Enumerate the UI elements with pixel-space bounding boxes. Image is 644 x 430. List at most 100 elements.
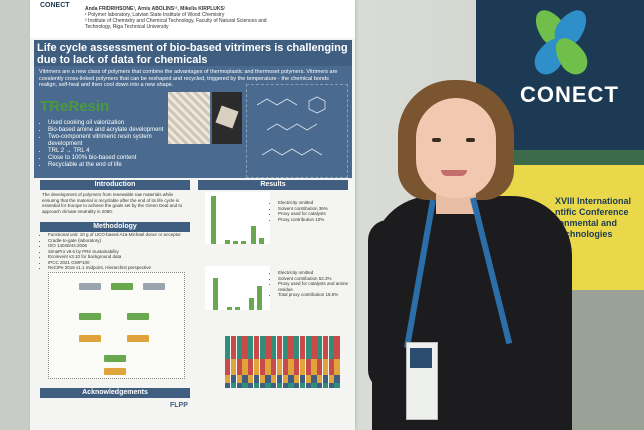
methodology-item: ISO 14040/44:2006: [48, 243, 194, 249]
badge-header: [410, 348, 432, 368]
acknowledgements-logo: FLPP: [170, 402, 188, 409]
heatmap-cell: [317, 375, 323, 383]
sample-photo: [168, 92, 210, 144]
heatmap-cell: [328, 336, 334, 360]
results-notes-1: Electricity omitted Solvent contribution…: [272, 200, 354, 222]
heatmap-cell: [225, 375, 231, 383]
poster-title: Life cycle assessment of bio-based vitri…: [34, 40, 352, 66]
heatmap-cell: [282, 375, 288, 383]
heatmap-cell: [253, 382, 259, 388]
heatmap-cell: [282, 382, 288, 388]
heatmap-cell: [242, 382, 248, 388]
heatmap-cell: [299, 359, 305, 375]
person-eye: [466, 138, 475, 142]
poster-header: [30, 0, 355, 38]
methodology-item: ReCiPe 2016 v1.1 midpoint, Hierarchist p…: [48, 265, 194, 271]
heatmap-cell: [265, 359, 271, 375]
heatmap-cell: [311, 382, 317, 388]
heatmap-cell: [265, 375, 271, 383]
flow-box: [79, 313, 101, 320]
acknowledgements-header: Acknowledgements: [40, 388, 190, 398]
heatmap-cell: [322, 336, 328, 360]
person-eye: [432, 138, 441, 142]
affiliation-1: ¹ Polymer laboratory, Latvian State Inst…: [85, 12, 225, 18]
heatmap-cell: [334, 375, 340, 383]
chart-bar: [257, 286, 262, 310]
affiliation-2: ² Institute of Chemistry and Chemical Te…: [85, 18, 267, 30]
chart-bar: [251, 226, 256, 244]
heatmap-cell: [259, 375, 265, 383]
heatmap-cell: [288, 336, 294, 360]
heatmap-cell: [328, 375, 334, 383]
heatmap-cell: [282, 359, 288, 375]
heatmap-cell: [299, 336, 305, 360]
flow-box: [127, 313, 149, 320]
methodology-item: Ecoinvent v3.10 for background data: [48, 254, 194, 260]
results-note: Total proxy contribution 18.5%: [278, 292, 354, 298]
heatmap-cell: [265, 336, 271, 360]
heatmap-cell: [322, 382, 328, 388]
heatmap-cell: [288, 382, 294, 388]
heatmap-cell: [248, 375, 254, 383]
heatmap-cell: [299, 375, 305, 383]
results-note: Electricity omitted: [278, 270, 354, 276]
person-face: [416, 98, 496, 198]
flow-box: [127, 335, 149, 342]
poster-logo: CONECT: [40, 2, 70, 9]
heatmap-cell: [276, 382, 282, 388]
heatmap-cell: [236, 382, 242, 388]
results-heatmap: [225, 336, 340, 388]
chart-bar: [227, 307, 232, 310]
poster-board-edge: [0, 0, 30, 430]
heatmap-cell: [317, 359, 323, 375]
heatmap-cell: [305, 375, 311, 383]
bullet-item: TRL 2 → TRL 4: [48, 148, 178, 155]
heatmap-cell: [253, 359, 259, 375]
introduction-text: The development of polymers from renewab…: [42, 192, 183, 214]
heatmap-cell: [259, 359, 265, 375]
conference-name: XVIII International ntific Conference ro…: [555, 196, 644, 240]
results-note: Proxy used for catalysts and amine resid…: [278, 281, 354, 292]
heatmap-cell: [317, 382, 323, 388]
methodology-item: IPCC 2021 GWP100: [48, 260, 194, 266]
heatmap-cell: [242, 336, 248, 360]
heatmap-cell: [276, 359, 282, 375]
results-note: Electricity omitted: [278, 200, 354, 206]
flow-box: [79, 283, 101, 290]
heatmap-cell: [322, 375, 328, 383]
results-chart-1: [205, 192, 270, 244]
introduction-header: Introduction: [40, 180, 190, 190]
heatmap-cell: [294, 336, 300, 360]
heatmap-cell: [276, 336, 282, 360]
heatmap-cell: [230, 375, 236, 383]
heatmap-cell: [253, 375, 259, 383]
chart-bar: [235, 307, 240, 310]
results-note: Proxy used for catalysts: [278, 211, 354, 217]
chemical-structures: [246, 84, 348, 178]
heatmap-cell: [334, 382, 340, 388]
conference-line: XVIII International: [555, 196, 632, 206]
chart-bar: [225, 240, 230, 244]
heatmap-cell: [334, 336, 340, 360]
bullet-item: Recyclable at the end of life: [48, 162, 178, 169]
heatmap-cell: [311, 375, 317, 383]
heatmap-cell: [230, 336, 236, 360]
results-note: Solvent contribution 36%: [278, 206, 354, 212]
heatmap-cell: [311, 359, 317, 375]
heatmap-cell: [271, 375, 277, 383]
heatmap-cell: [230, 359, 236, 375]
heatmap-cell: [317, 336, 323, 360]
poster-authors: Anda FRIDRIHSONE¹, Arnis ABOLINS¹², Mike…: [85, 6, 285, 30]
heatmap-cell: [225, 359, 231, 375]
bullet-item: Close to 100% bio-based content: [48, 155, 178, 162]
heatmap-cell: [322, 359, 328, 375]
heatmap-cell: [236, 336, 242, 360]
heatmap-cell: [294, 359, 300, 375]
results-note: Proxy contribution 10%: [278, 217, 354, 223]
results-note: Solvent contribution 52.3%: [278, 276, 354, 282]
results-header: Results: [198, 180, 348, 190]
conference-line: ntific Conference: [555, 207, 629, 217]
person-smile: [441, 170, 467, 176]
heatmap-cell: [242, 359, 248, 375]
heatmap-cell: [282, 336, 288, 360]
